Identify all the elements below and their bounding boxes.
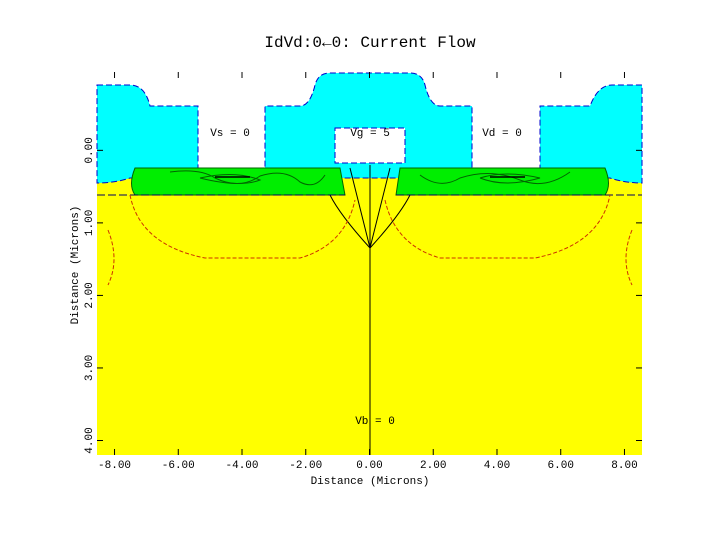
x-tick-label: 2.00: [420, 460, 446, 472]
contours: [169, 170, 571, 186]
annotation: Vg = 5: [350, 128, 390, 140]
x-tick-label: 6.00: [548, 460, 574, 472]
y-tick-label: 1.00: [84, 210, 96, 236]
device-structure: [96, 72, 643, 455]
annotation: Vs = 0: [210, 128, 250, 140]
y-tick-label: 2.00: [84, 282, 96, 308]
y-tick-label: 4.00: [84, 427, 96, 453]
x-tick-label: 8.00: [611, 460, 637, 472]
y-axis-label: Distance (Microns): [70, 206, 82, 325]
x-tick-label: -2.00: [289, 460, 322, 472]
annotation: Vd = 0: [482, 128, 522, 140]
x-tick-label: -8.00: [98, 460, 131, 472]
annotation: Vb = 0: [355, 416, 395, 428]
chart-title: IdVd:0←0: Current Flow: [264, 34, 476, 52]
depletion-edge: [107, 194, 633, 286]
x-axis-label: Distance (Microns): [311, 476, 430, 488]
x-tick-label: -6.00: [162, 460, 195, 472]
drain-region: [395, 167, 609, 196]
y-tick-label: 0.00: [84, 137, 96, 163]
gate-contact: [334, 127, 406, 164]
x-tick-label: 4.00: [484, 460, 510, 472]
x-tick-label: -4.00: [226, 460, 259, 472]
y-tick-label: 3.00: [84, 355, 96, 381]
flow-lines: [329, 165, 411, 455]
source-region: [131, 167, 346, 196]
x-tick-label: 0.00: [356, 460, 382, 472]
